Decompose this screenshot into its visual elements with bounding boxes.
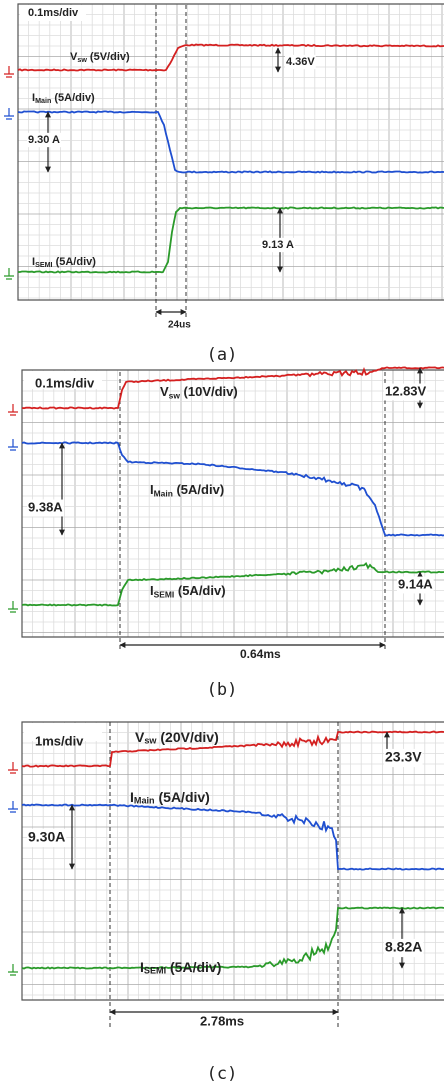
label-rest: (5A/div)	[155, 789, 210, 805]
label-rest: (5A/div)	[53, 256, 97, 268]
measure-label: 9.14A	[398, 576, 433, 591]
measure-label: 24us	[168, 320, 191, 331]
label-sub: sw	[144, 736, 157, 746]
label-main: V	[160, 384, 169, 399]
trace-label: ISEMI (5A/div)	[32, 256, 96, 269]
trace-label: Vsw (20V/div)	[135, 729, 219, 746]
timebase: 0.1ms/div	[28, 7, 79, 19]
label-rest: (5A/div)	[166, 959, 221, 975]
label-sub: SEMI	[35, 261, 52, 269]
label-sub: SEMI	[154, 589, 175, 599]
measure-label: 9.38A	[28, 499, 63, 514]
measure-label: 12.83V	[385, 383, 427, 398]
trace-label: IMain (5A/div)	[32, 92, 95, 105]
measure-label: 23.3V	[385, 749, 422, 765]
trace-label: Vsw (10V/div)	[160, 384, 238, 400]
trace-label: Vsw (5V/div)	[70, 51, 130, 64]
ground-marker	[4, 66, 14, 77]
measure-label: 9.30A	[28, 829, 65, 845]
label-sub: Main	[134, 796, 155, 806]
measure-label: 2.78ms	[200, 1013, 244, 1028]
label-sub: sw	[77, 56, 87, 64]
caption: (b)	[207, 680, 238, 700]
trace-label: ISEMI (5A/div)	[140, 959, 221, 976]
label-sub: SEMI	[144, 966, 166, 976]
figure: 0.1ms/div Vsw (5V/div) IMain (5A/div) ISEMI…	[0, 0, 444, 1091]
scope-panel: 0.1ms/div	[8, 367, 444, 650]
ground-marker	[8, 404, 18, 415]
scope-panel: 1ms/div	[8, 722, 444, 1030]
ground-marker	[4, 268, 14, 279]
trace-label: IMain (5A/div)	[150, 482, 224, 498]
label-sub: Main	[35, 97, 51, 105]
label-rest: (5V/div)	[87, 51, 130, 63]
ground-marker	[8, 801, 18, 812]
caption: (a)	[207, 345, 238, 365]
label-sub: sw	[169, 390, 181, 400]
label-sub: Main	[154, 488, 173, 498]
measure-label: 8.82A	[385, 939, 422, 955]
label-rest: (20V/div)	[156, 729, 218, 745]
label-rest: (5A/div)	[51, 92, 95, 104]
ground-marker	[8, 762, 18, 773]
ground-marker	[8, 439, 18, 450]
measure-label: 4.36V	[286, 56, 315, 68]
caption: (c)	[207, 1064, 238, 1084]
ground-marker	[8, 964, 18, 975]
label-rest: (5A/div)	[174, 583, 225, 598]
label-rest: (5A/div)	[173, 482, 224, 497]
ground-marker	[8, 601, 18, 612]
trace-label: IMain (5A/div)	[130, 789, 210, 806]
timebase: 1ms/div	[35, 733, 84, 748]
label-rest: (10V/div)	[180, 384, 238, 399]
timebase: 0.1ms/div	[35, 375, 95, 390]
measure-label: 9.13 A	[262, 239, 294, 251]
ground-marker	[4, 108, 14, 119]
measure-label: 9.30 A	[28, 134, 60, 146]
trace-label: ISEMI (5A/div)	[150, 583, 226, 599]
measure-label: 0.64ms	[240, 647, 281, 661]
